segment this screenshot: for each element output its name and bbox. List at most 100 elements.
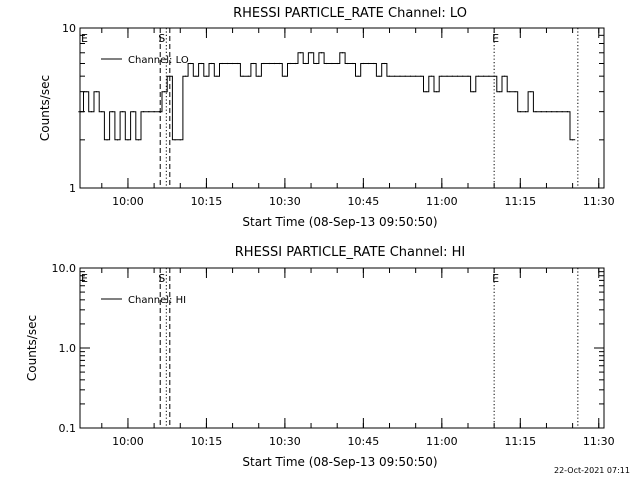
data-point — [294, 62, 296, 65]
y-axis-label: Counts/sec — [38, 75, 52, 141]
y-axis-label: Counts/sec — [25, 315, 39, 381]
data-point — [190, 62, 192, 65]
data-point — [545, 111, 548, 113]
y-tick-label: 0.1 — [59, 422, 77, 435]
data-point — [514, 91, 516, 93]
data-point — [153, 111, 155, 113]
y-tick-label: 1 — [69, 182, 76, 195]
plot-frame — [79, 27, 605, 189]
data-point — [263, 62, 265, 65]
data-point — [420, 75, 422, 77]
data-point — [509, 91, 511, 93]
data-point — [169, 75, 171, 77]
data-point — [216, 75, 218, 77]
data-point — [572, 139, 574, 141]
data-point — [231, 62, 234, 65]
data-point — [425, 91, 427, 93]
x-tick-label: 10:15 — [191, 435, 223, 448]
x-tick-label: 11:00 — [426, 435, 458, 448]
data-point — [195, 75, 197, 77]
data-point — [430, 75, 432, 77]
data-point — [279, 62, 281, 65]
data-point — [446, 75, 448, 77]
data-point — [320, 52, 323, 54]
data-point — [462, 75, 464, 77]
data-point — [143, 111, 145, 113]
data-point — [456, 75, 459, 77]
data-point — [415, 75, 417, 77]
data-point — [315, 62, 317, 65]
x-tick-label: 11:15 — [504, 435, 536, 448]
data-point — [488, 75, 490, 77]
data-point — [326, 62, 328, 65]
data-point — [399, 75, 401, 77]
data-point — [551, 111, 553, 113]
marker-label: E — [492, 32, 499, 45]
data-point — [273, 62, 276, 65]
data-point — [252, 62, 255, 65]
data-point — [388, 75, 391, 77]
data-point — [226, 62, 228, 65]
data-point — [561, 111, 563, 113]
data-point — [530, 91, 532, 93]
data-point — [347, 62, 349, 65]
data-point — [179, 139, 181, 141]
data-point — [362, 62, 364, 65]
data-point — [200, 62, 202, 65]
data-point — [383, 62, 385, 65]
data-point — [122, 111, 124, 113]
data-point — [184, 75, 187, 77]
data-point — [95, 91, 98, 93]
data-point — [357, 75, 359, 77]
data-point — [341, 52, 344, 54]
data-point — [80, 111, 82, 113]
x-tick-label: 10:15 — [191, 195, 223, 208]
marker-label: E — [492, 272, 499, 285]
data-point — [352, 62, 354, 65]
marker-label: E — [81, 272, 88, 285]
y-tick-label: 1.0 — [59, 342, 77, 355]
data-point — [299, 52, 302, 54]
data-point — [394, 75, 396, 77]
x-tick-label: 10:45 — [348, 195, 380, 208]
marker-label: S — [158, 32, 165, 45]
data-point — [409, 75, 412, 77]
data-point — [116, 139, 119, 141]
x-tick-label: 10:00 — [112, 435, 144, 448]
data-point — [483, 75, 485, 77]
data-point — [556, 111, 558, 113]
data-point — [205, 75, 208, 77]
data-point — [247, 75, 249, 77]
series-line — [78, 52, 576, 141]
data-point — [90, 111, 92, 113]
x-tick-label: 11:30 — [583, 195, 615, 208]
x-tick-label: 11:00 — [426, 195, 458, 208]
data-point — [106, 139, 108, 141]
data-point — [504, 75, 506, 77]
data-point — [237, 62, 239, 65]
data-point — [101, 111, 103, 113]
data-point — [242, 75, 244, 77]
chart-title: RHESSI PARTICLE_RATE Channel: HI — [235, 245, 465, 260]
marker-label: S — [158, 272, 165, 285]
marker-label: E — [81, 32, 88, 45]
chart-title: RHESSI PARTICLE_RATE Channel: LO — [233, 6, 467, 21]
data-point — [493, 75, 495, 77]
plot-frame — [79, 267, 605, 429]
data-point — [148, 111, 150, 113]
data-point — [535, 111, 537, 113]
data-point — [85, 91, 87, 93]
data-point — [111, 111, 113, 113]
data-point — [310, 52, 312, 54]
data-point — [137, 139, 140, 141]
x-tick-label: 10:30 — [269, 195, 301, 208]
data-point — [331, 62, 333, 65]
data-point — [221, 62, 223, 65]
data-point — [367, 62, 370, 65]
x-tick-label: 11:30 — [583, 435, 615, 448]
data-point — [441, 75, 443, 77]
x-tick-label: 10:30 — [269, 435, 301, 448]
x-tick-label: 10:00 — [112, 195, 144, 208]
y-tick-label: 10.0 — [52, 262, 77, 275]
